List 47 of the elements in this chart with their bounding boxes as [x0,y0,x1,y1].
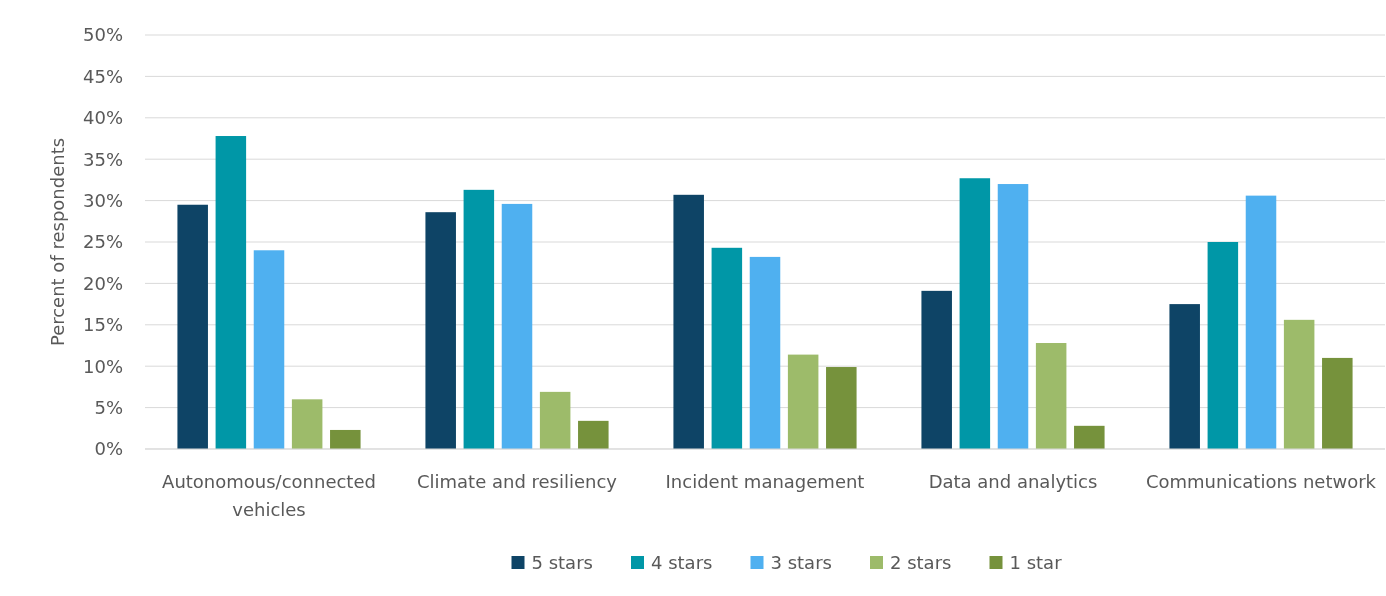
x-tick-label: Communications network [1145,471,1377,492]
bar [997,184,1029,449]
bar [711,247,743,449]
y-tick-label: 25% [82,231,123,253]
x-tick-label: Climate and resiliency [416,471,618,492]
x-tick-label: Data and analytics [928,471,1098,492]
bar [253,250,285,449]
bar [826,367,857,449]
bar [787,354,819,449]
bar [1207,242,1239,449]
bar [1245,195,1277,449]
legend-label: 4 stars [651,552,713,574]
bar [959,178,991,449]
y-tick-label: 50% [82,24,123,46]
bar [330,429,361,449]
y-axis-title: Percent of respondents [47,137,68,347]
bar [425,212,456,449]
bar [749,256,781,449]
bar [215,136,247,449]
bar [1169,304,1200,449]
bar [1035,343,1067,449]
bar [921,290,952,449]
bar [177,204,208,449]
bar [501,203,533,449]
bar [1322,357,1353,449]
bar [1074,425,1105,449]
bar [673,194,704,449]
y-tick-label: 20% [82,272,123,294]
legend-label: 2 stars [890,552,952,574]
bar [578,420,609,449]
x-tick-label: Autonomous/connected vehicles [162,471,376,520]
bar [291,399,323,449]
y-tick-label: 5% [94,396,123,418]
y-tick-label: 15% [82,314,123,336]
y-tick-label: 10% [82,355,123,377]
bar [539,391,571,449]
y-tick-label: 0% [94,438,123,460]
y-tick-label: 40% [82,107,123,129]
y-tick-label: 30% [82,189,123,211]
legend-label: 5 stars [531,552,593,574]
legend-label: 3 stars [770,552,832,574]
bar [463,189,495,449]
legend-label: 1 star [1009,552,1063,574]
y-tick-label: 45% [82,65,123,87]
bar [1283,319,1315,449]
x-tick-label: Incident management [665,471,865,492]
y-tick-label: 35% [82,148,123,170]
